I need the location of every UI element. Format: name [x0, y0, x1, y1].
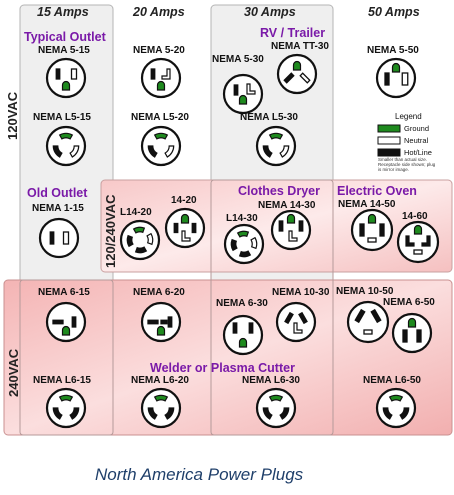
label-nema-l6-50: NEMA L6-50	[363, 375, 421, 386]
column-header-15a: 15 Amps	[37, 5, 89, 19]
label-nema-l5-30: NEMA L5-30	[240, 112, 298, 123]
receptacle-14-20	[164, 207, 206, 249]
label-nema-5-20: NEMA 5-20	[133, 45, 185, 56]
receptacle-nema-l6-20	[140, 387, 182, 429]
legend-hot-label: Hot/Line	[404, 148, 432, 157]
receptacle-nema-l5-30	[255, 125, 297, 167]
label-nema-l5-15: NEMA L5-15	[33, 112, 91, 123]
receptacle-nema-6-15	[45, 301, 87, 343]
receptacle-nema-tt-30	[276, 53, 318, 95]
voltage-label-120-240vac: 120/240VAC	[103, 194, 118, 268]
receptacle-nema-14-30	[270, 209, 312, 251]
label-nema-6-50: NEMA 6-50	[383, 297, 435, 308]
label-nema-10-30: NEMA 10-30	[272, 287, 330, 298]
legend-note: Smaller than actual size. Receptacle sid…	[378, 157, 436, 172]
receptacle-nema-10-30	[275, 301, 317, 343]
receptacle-nema-l6-50	[375, 387, 417, 429]
label-nema-6-15: NEMA 6-15	[38, 287, 90, 298]
column-header-20a: 20 Amps	[133, 5, 185, 19]
label-nema-l5-20: NEMA L5-20	[131, 112, 189, 123]
receptacle-nema-l6-15	[45, 387, 87, 429]
label-nema-14-50: NEMA 14-50	[338, 199, 396, 210]
receptacle-nema-5-50	[375, 57, 417, 99]
legend-hot-swatch	[377, 148, 401, 157]
category-rv-trailer: RV / Trailer	[260, 26, 326, 40]
label-nema-tt-30: NEMA TT-30	[271, 41, 329, 52]
label-nema-l6-30: NEMA L6-30	[242, 375, 300, 386]
voltage-label-120vac: 120VAC	[5, 91, 20, 140]
label-nema-l6-15: NEMA L6-15	[33, 375, 91, 386]
receptacle-nema-l6-30	[255, 387, 297, 429]
label-14-20: 14-20	[171, 195, 197, 206]
receptacle-nema-1-15	[38, 217, 80, 259]
category-welder: Welder or Plasma Cutter	[150, 361, 295, 375]
legend-ground-label: Ground	[404, 124, 430, 133]
label-nema-l6-20: NEMA L6-20	[131, 375, 189, 386]
receptacle-l14-20	[119, 219, 161, 261]
receptacle-nema-5-20	[140, 57, 182, 99]
receptacle-nema-6-50	[391, 312, 433, 354]
receptacle-l14-30	[223, 223, 265, 265]
legend-neutral-swatch	[377, 136, 401, 145]
category-old-outlet: Old Outlet	[27, 186, 88, 200]
label-l14-30: L14-30	[226, 213, 258, 224]
label-nema-5-30: NEMA 5-30	[212, 54, 264, 65]
column-header-30a: 30 Amps	[244, 5, 296, 19]
receptacle-nema-6-30	[222, 314, 264, 356]
legend-ground-swatch	[377, 124, 401, 133]
label-l14-20: L14-20	[120, 207, 152, 218]
receptacle-nema-5-15	[45, 57, 87, 99]
receptacle-14-60	[396, 220, 440, 264]
label-nema-5-50: NEMA 5-50	[367, 45, 419, 56]
label-nema-14-30: NEMA 14-30	[258, 200, 316, 211]
receptacle-nema-14-50	[350, 208, 394, 252]
category-clothes-dryer: Clothes Dryer	[238, 184, 320, 198]
receptacle-nema-5-30	[222, 73, 264, 115]
legend-title: Legend	[395, 112, 422, 121]
legend-neutral-label: Neutral	[404, 136, 429, 145]
receptacle-nema-10-50	[346, 300, 390, 344]
label-nema-6-20: NEMA 6-20	[133, 287, 185, 298]
category-electric-oven: Electric Oven	[337, 184, 417, 198]
receptacle-nema-6-20	[140, 301, 182, 343]
label-nema-5-15: NEMA 5-15	[38, 45, 90, 56]
label-nema-10-50: NEMA 10-50	[336, 286, 394, 297]
category-typical-outlet: Typical Outlet	[24, 30, 106, 44]
column-header-50a: 50 Amps	[368, 5, 420, 19]
receptacle-nema-l5-20	[140, 125, 182, 167]
voltage-label-240vac: 240VAC	[6, 348, 21, 397]
label-nema-6-30: NEMA 6-30	[216, 298, 268, 309]
label-nema-1-15: NEMA 1-15	[32, 203, 84, 214]
receptacle-nema-l5-15	[45, 125, 87, 167]
figure-caption: North America Power Plugs	[95, 465, 304, 484]
label-14-60: 14-60	[402, 211, 428, 222]
